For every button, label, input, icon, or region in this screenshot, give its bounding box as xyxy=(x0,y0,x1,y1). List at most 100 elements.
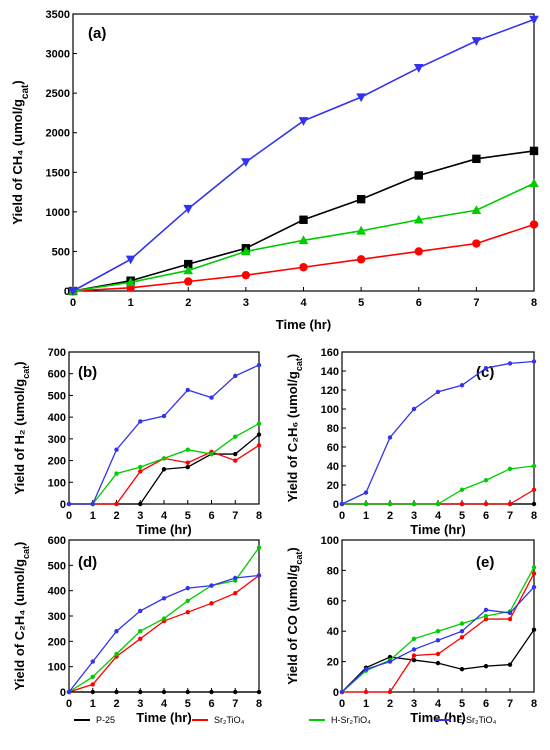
y-tick-label: 140 xyxy=(321,366,339,378)
data-point xyxy=(161,616,167,621)
x-tick-label: 7 xyxy=(473,297,479,309)
data-point xyxy=(256,421,262,426)
data-point xyxy=(387,501,393,507)
y-axis-label: Yield of H₂ (umol/gcat) xyxy=(12,361,31,494)
data-point xyxy=(507,501,513,507)
chart-panel-b: 0 100 200 300 400 500 600 700 0 1 2 3 4 5 6 7 8 Time (hr)… xyxy=(12,347,262,537)
x-tick-label: 2 xyxy=(185,297,191,309)
y-tick-label: 300 xyxy=(48,434,66,446)
data-point xyxy=(185,689,190,695)
x-tick-label: 5 xyxy=(459,510,465,522)
y-tick-label: 80 xyxy=(327,565,339,577)
legend-label: Sr₂TiO₄ xyxy=(214,715,245,725)
y-tick-label: 200 xyxy=(48,636,66,648)
data-point xyxy=(114,471,119,476)
x-tick-label: 0 xyxy=(70,297,76,309)
x-tick-label: 7 xyxy=(507,698,513,710)
y-tick-label: 120 xyxy=(321,385,339,397)
y-tick-label: 3500 xyxy=(46,9,70,21)
legend: P-25 Sr₂TiO₄ H-Sr₂TiO₄ E-Sr₂TiO₄ xyxy=(74,715,497,725)
data-point xyxy=(138,608,143,614)
x-tick-label: 6 xyxy=(483,698,489,710)
x-tick-label: 2 xyxy=(387,510,393,522)
panel-label: (d) xyxy=(78,554,97,571)
y-axis-label-main: Yield of C₂H₆ (umol/g xyxy=(285,371,300,502)
data-point xyxy=(483,501,489,507)
legend-label: H-Sr₂TiO₄ xyxy=(331,715,371,725)
data-point xyxy=(387,689,393,695)
data-point xyxy=(138,501,143,507)
series-line xyxy=(68,574,260,693)
x-tick-label: 5 xyxy=(459,698,465,710)
data-point xyxy=(233,575,238,581)
x-tick-label: 1 xyxy=(90,698,96,710)
data-point xyxy=(183,265,194,275)
data-point xyxy=(241,270,251,280)
x-tick-label: 5 xyxy=(185,698,191,710)
y-axis-label: Yield of CO (umol/gcat) xyxy=(285,547,304,684)
data-point xyxy=(507,662,513,667)
data-point xyxy=(185,585,190,591)
x-tick-label: 0 xyxy=(66,510,72,522)
plot-frame xyxy=(68,351,260,505)
series-line xyxy=(68,574,260,693)
x-axis-label: Time (hr) xyxy=(136,522,191,537)
y-tick-label: 160 xyxy=(321,347,339,359)
x-tick-label: 0 xyxy=(66,698,72,710)
data-point xyxy=(125,255,136,265)
data-point xyxy=(161,413,167,419)
y-axis-label-subscript: cat xyxy=(21,366,31,379)
data-point xyxy=(507,361,513,366)
y-tick-label: 20 xyxy=(327,657,339,669)
x-axis-label: Time (hr) xyxy=(136,710,191,725)
data-point xyxy=(531,359,537,364)
y-axis-label-subscript: cat xyxy=(20,84,31,99)
data-point xyxy=(483,616,489,622)
data-point xyxy=(435,638,441,643)
data-point xyxy=(185,610,190,615)
data-point xyxy=(209,601,214,606)
data-point xyxy=(356,225,366,235)
x-tick-label: 6 xyxy=(208,698,214,710)
series-line xyxy=(341,360,535,505)
y-tick-label: 1500 xyxy=(46,167,70,179)
data-point xyxy=(125,277,136,287)
data-point xyxy=(459,383,465,388)
y-tick-label: 0 xyxy=(60,499,66,511)
x-tick-label: 4 xyxy=(161,698,168,710)
chart-panel-e: 0 20 40 60 80 100 0 1 2 3 4 5 6 7 8 Time (hr) Yield of C… xyxy=(285,535,537,725)
data-point xyxy=(233,591,238,596)
x-tick-label: 7 xyxy=(232,510,238,522)
data-point xyxy=(298,235,309,245)
data-point xyxy=(411,657,417,663)
data-point xyxy=(435,629,441,634)
chart-panel-c: 0 20 40 60 80 100 120 140 160 0 1 2 3 4 5 6 7 8 Time (hr) Y… xyxy=(285,347,537,537)
data-point xyxy=(411,653,417,658)
data-point xyxy=(531,584,537,590)
y-tick-label: 0 xyxy=(333,687,339,699)
y-tick-label: 0 xyxy=(60,687,66,699)
x-tick-label: 8 xyxy=(256,698,262,710)
y-axis-label-tail: ) xyxy=(285,354,300,358)
data-point xyxy=(363,490,369,495)
x-tick-label: 4 xyxy=(435,510,442,522)
data-point xyxy=(483,663,489,669)
data-point xyxy=(363,501,369,507)
chart-panel-a: 0 500 1000 1500 2000 2500 3000 3500 0 1 2 3 4 5 6 7 8 Tim… xyxy=(10,9,539,332)
x-tick-label: 8 xyxy=(531,510,537,522)
data-point xyxy=(459,667,465,672)
data-point xyxy=(339,689,345,695)
panel-label: (c) xyxy=(476,364,494,381)
x-tick-label: 2 xyxy=(113,510,119,522)
x-tick-label: 3 xyxy=(243,297,249,309)
data-point xyxy=(90,659,95,664)
data-point xyxy=(363,689,369,695)
y-axis-label-tail: ) xyxy=(285,547,300,551)
data-point xyxy=(183,204,194,214)
y-tick-label: 500 xyxy=(48,560,66,572)
data-point xyxy=(387,435,393,440)
x-tick-label: 3 xyxy=(411,698,417,710)
chart-panel-d: 0 100 200 300 400 500 600 0 1 2 3 4 5 6 7 8 Time (hr) Yie… xyxy=(12,535,262,725)
data-point xyxy=(387,659,393,664)
data-point xyxy=(459,621,465,626)
